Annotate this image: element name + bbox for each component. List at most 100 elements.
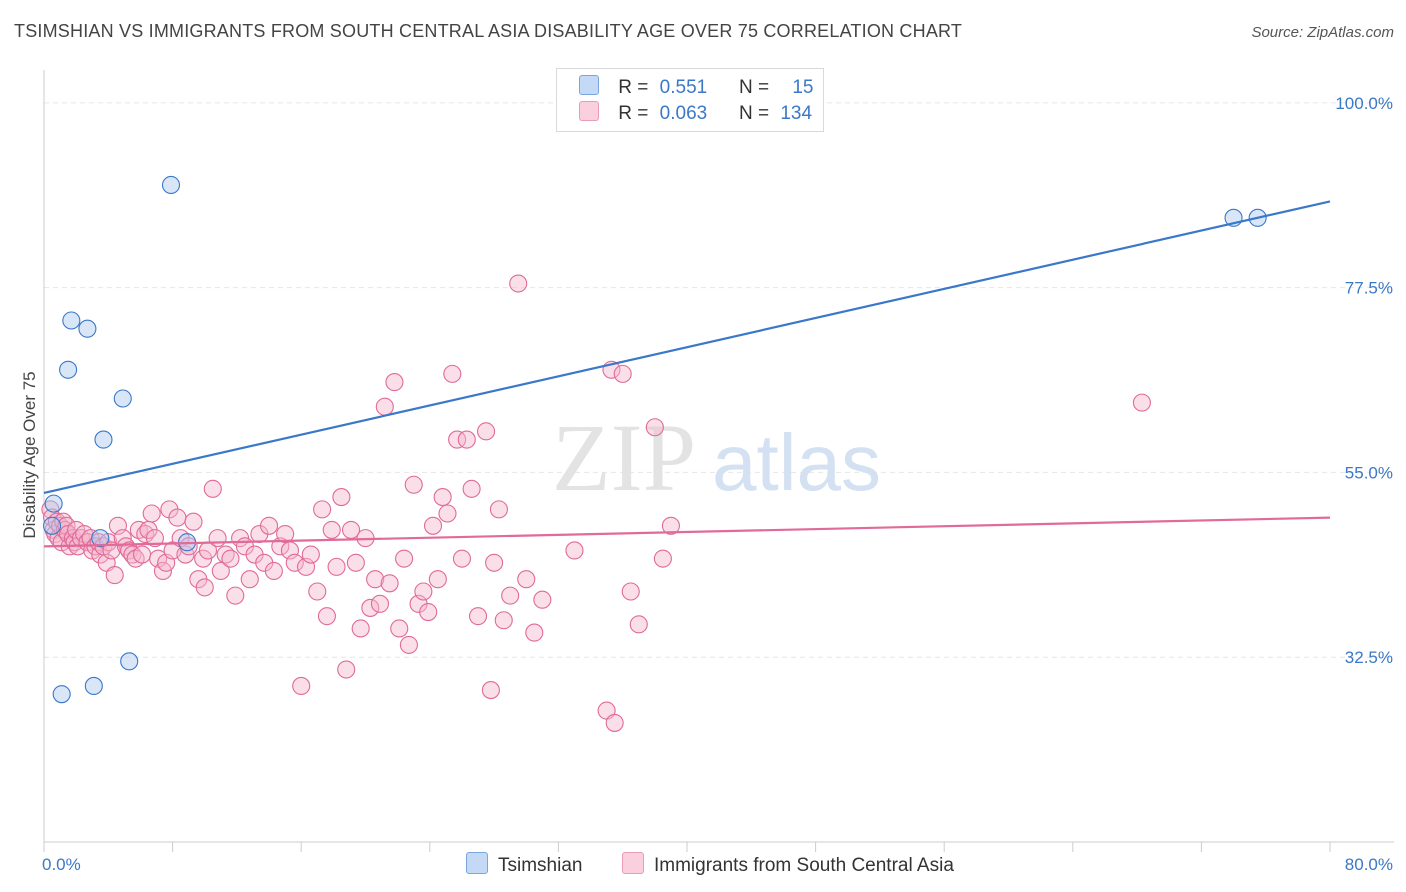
point-immigrants (240, 570, 259, 589)
watermark-atlas: atlas (712, 418, 881, 507)
y-tick-label: 77.5% (1345, 279, 1393, 298)
point-immigrants (462, 479, 481, 498)
point-immigrants (385, 373, 404, 392)
correlation-legend: R = 0.551 N = 15 R = 0.063 N = 134 (556, 68, 824, 132)
point-immigrants (317, 607, 336, 626)
point-tsimshian (59, 360, 78, 379)
point-immigrants (468, 607, 488, 626)
point-immigrants (501, 586, 520, 605)
point-immigrants (613, 364, 632, 383)
point-immigrants (346, 553, 365, 572)
point-immigrants (661, 516, 680, 535)
bottom-legend-swatch-pink (622, 852, 644, 874)
point-tsimshian (91, 529, 110, 548)
bottom-legend-tsimshian: Tsimshian (466, 852, 582, 877)
point-tsimshian (62, 311, 81, 330)
point-immigrants (477, 422, 496, 441)
trend-lines (43, 200, 1331, 548)
point-immigrants (414, 582, 433, 601)
y-tick-label: 100.0% (1335, 94, 1393, 113)
point-tsimshian (78, 319, 97, 338)
legend-n-value: 15 (792, 77, 814, 98)
point-tsimshian (84, 676, 103, 696)
legend-n-label: N = (738, 103, 770, 124)
point-immigrants (332, 488, 351, 507)
point-immigrants (481, 681, 500, 700)
point-immigrants (203, 479, 222, 498)
point-immigrants (419, 602, 438, 622)
point-immigrants (404, 475, 423, 494)
legend-r-value: 0.063 (659, 103, 708, 124)
point-immigrants (653, 549, 672, 568)
point-immigrants (327, 557, 346, 576)
trend-line-tsimshian (43, 200, 1331, 495)
point-tsimshian (52, 685, 71, 704)
point-immigrants (438, 504, 457, 523)
point-immigrants (509, 274, 528, 293)
y-axis-label: Disability Age Over 75 (20, 371, 39, 538)
trend-line-immigrants (43, 516, 1331, 548)
point-immigrants (452, 549, 472, 568)
point-immigrants (525, 623, 544, 642)
legend-row-tsimshian: R = 0.551 N = 15 (579, 75, 813, 99)
legend-r-value: 0.551 (659, 77, 708, 98)
point-tsimshian (42, 516, 62, 535)
point-immigrants (1132, 393, 1151, 412)
point-immigrants (259, 516, 279, 535)
legend-r-label: R = (618, 77, 649, 98)
point-immigrants (226, 586, 245, 605)
point-immigrants (195, 578, 214, 597)
point-immigrants (145, 529, 164, 548)
point-immigrants (184, 512, 203, 531)
point-tsimshian (120, 652, 139, 671)
bottom-legend-label-tsimshian: Tsimshian (498, 855, 583, 876)
point-immigrants (399, 635, 418, 654)
point-immigrants (494, 611, 513, 630)
point-immigrants (443, 364, 462, 383)
point-immigrants (380, 574, 399, 593)
point-immigrants (276, 524, 295, 544)
point-immigrants (428, 570, 447, 589)
point-immigrants (375, 397, 394, 416)
point-immigrants (489, 500, 508, 519)
legend-row-immigrants: R = 0.063 N = 134 (579, 101, 812, 125)
point-immigrants (448, 430, 467, 449)
point-immigrants (457, 430, 476, 449)
point-immigrants (301, 545, 320, 564)
point-immigrants (351, 619, 370, 638)
series-immigrants-points (41, 274, 1151, 732)
point-immigrants (221, 549, 240, 568)
point-immigrants (533, 590, 552, 609)
point-tsimshian (113, 389, 132, 408)
point-immigrants (370, 594, 390, 613)
y-tick-label: 32.5% (1345, 648, 1393, 667)
axes (43, 70, 1394, 852)
point-immigrants (285, 553, 304, 572)
series-tsimshian-points (42, 175, 1267, 704)
bottom-legend-immigrants: Immigrants from South Central Asia (622, 852, 954, 877)
point-immigrants (105, 566, 124, 585)
point-immigrants (433, 488, 452, 507)
y-tick-label: 55.0% (1345, 463, 1393, 482)
bottom-legend-label-immigrants: Immigrants from South Central Asia (654, 855, 954, 876)
gridlines (44, 102, 1394, 658)
point-immigrants (211, 561, 230, 581)
point-immigrants (142, 504, 161, 523)
point-immigrants (308, 582, 327, 601)
point-immigrants (395, 549, 414, 568)
point-immigrants (264, 561, 283, 581)
point-immigrants (485, 553, 504, 572)
tick-labels: 32.5% 55.0% 77.5% 100.0% 0.0% 80.0% (42, 94, 1393, 874)
point-immigrants (629, 615, 648, 634)
point-tsimshian (161, 175, 181, 195)
point-immigrants (565, 541, 584, 560)
point-tsimshian (44, 494, 63, 513)
chart-title: TSIMSHIAN VS IMMIGRANTS FROM SOUTH CENTR… (14, 21, 963, 41)
x-tick-label-min: 0.0% (42, 855, 81, 874)
legend-n-value: 134 (780, 103, 813, 124)
legend-swatch-blue (579, 75, 599, 95)
point-immigrants (102, 541, 121, 560)
point-immigrants (168, 508, 187, 527)
point-immigrants (645, 418, 664, 437)
bottom-legend-swatch-blue (466, 852, 488, 874)
